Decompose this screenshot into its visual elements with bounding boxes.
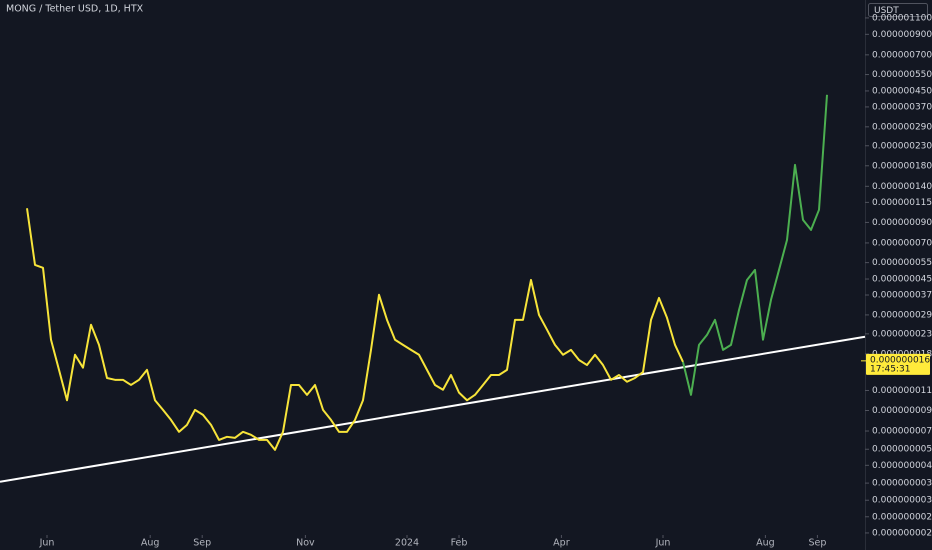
y-tick-label: 0.000001100000 [872,13,932,23]
trendline [0,335,866,483]
y-tick-label: 0.000000290000 [872,122,932,132]
y-tick-label: 0.000000002010 [872,528,932,538]
y-tick-label: 0.000000045000 [872,275,932,285]
x-tick-label: Sep [808,538,826,549]
y-tick-label: 0.000000002450 [872,512,932,522]
price-line [682,94,828,396]
x-tick-label: 2024 [395,538,419,549]
price-line [26,208,684,451]
y-tick-label: 0.000000070000 [872,238,932,248]
y-tick-label: 0.000000005600 [872,445,932,455]
y-tick-label: 0.000000003000 [872,496,932,506]
y-tick-label: 0.000000011500 [872,386,932,396]
y-tick-label: 0.000000370000 [872,102,932,112]
y-tick-label: 0.000000550000 [872,70,932,80]
last-price-box [866,353,930,375]
y-tick-label: 0.000000055000 [872,258,932,268]
x-tick-label: Jun [655,538,671,549]
y-tick-label: 0.000000115000 [872,198,932,208]
currency-box[interactable] [868,3,928,17]
currency-label: USDT [874,6,899,16]
y-tick-label: 0.000000090000 [872,218,932,228]
y-tick-label: 0.000000900000 [872,30,932,40]
y-tick-label: 0.000000180000 [872,161,932,171]
y-tick-label: 0.000000009000 [872,406,932,416]
y-tick-label: 0.000000023000 [872,329,932,339]
y-tick-label: 0.000000700000 [872,50,932,60]
y-tick-label: 0.000000029000 [872,310,932,320]
y-tick-label: 0.000000450000 [872,86,932,96]
countdown: 17:45:31 [870,364,910,374]
x-tick-label: Jun [39,538,55,549]
x-tick-label: Aug [756,538,775,549]
y-tick-label: 0.000000140000 [872,182,932,192]
y-tick-label: 0.000000004600 [872,461,932,471]
x-tick-label: Feb [451,538,468,549]
x-tick-label: Sep [193,538,211,549]
chart-title: MONG / Tether USD, 1D, HTX [6,4,144,15]
y-tick-label: 0.000000230000 [872,141,932,151]
y-tick-label: 0.000000003700 [872,479,932,489]
x-tick-label: Aug [141,538,160,549]
x-tick-label: Apr [553,538,570,549]
y-tick-label: 0.000000007000 [872,427,932,437]
x-tick-label: Nov [296,538,315,549]
last-price-label: 0.000000016526 [870,355,932,365]
y-tick-label: 0.000000037000 [872,291,932,301]
